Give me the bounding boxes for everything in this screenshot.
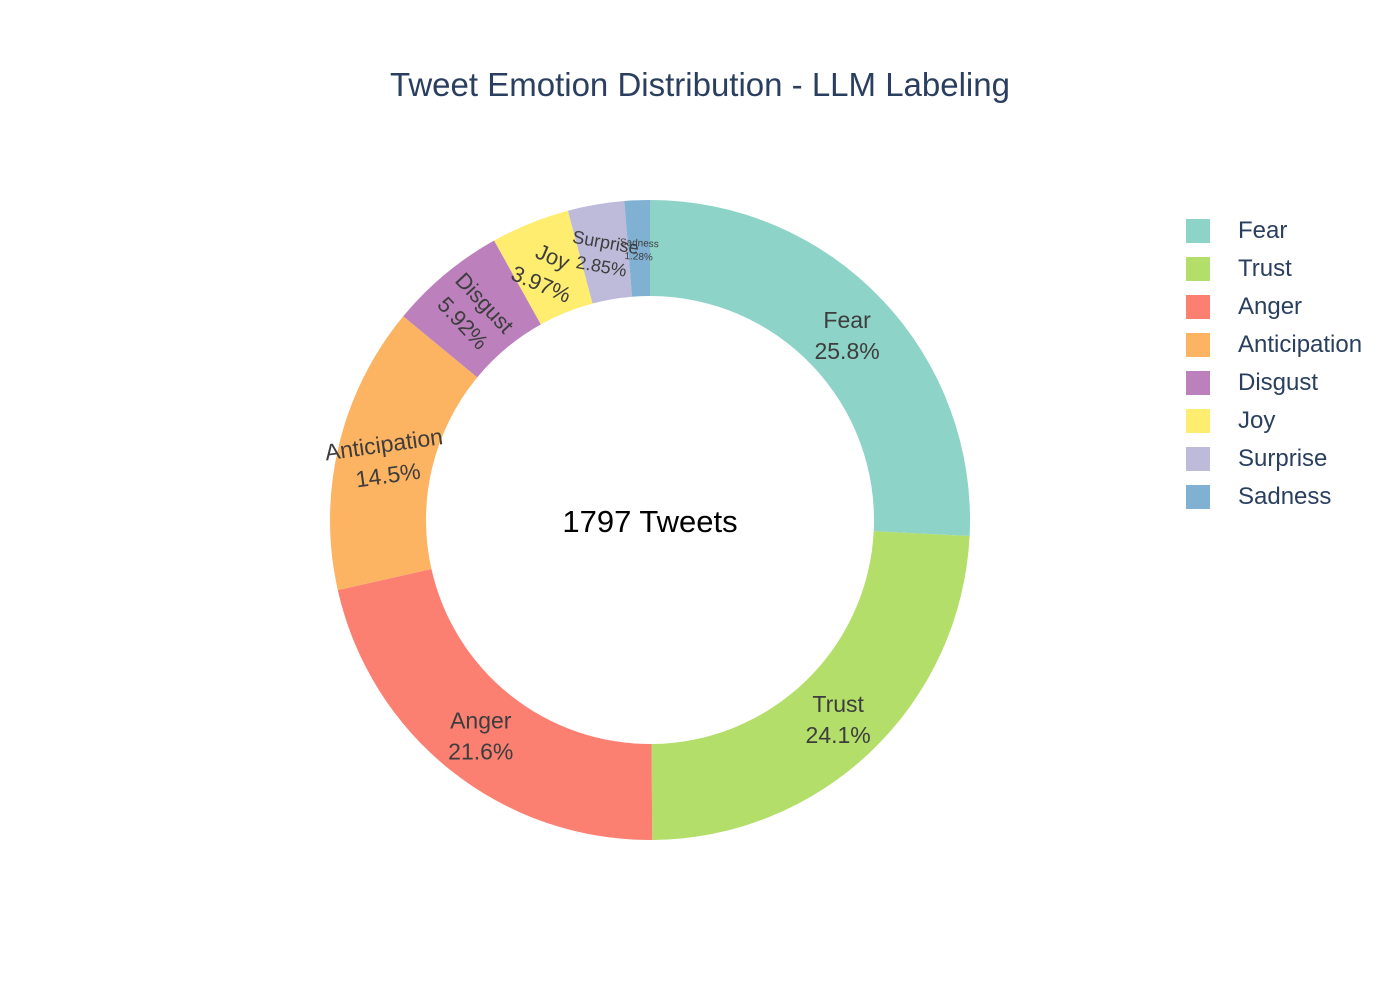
slice-joy[interactable] bbox=[494, 210, 593, 325]
slice-label-trust: Trust 24.1% bbox=[806, 691, 871, 748]
slices-layer bbox=[330, 200, 970, 840]
slice-name-text: Sadness bbox=[620, 237, 659, 250]
legend-label: Sadness bbox=[1238, 483, 1332, 510]
slice-name-text: Fear bbox=[823, 307, 871, 333]
legend-swatch bbox=[1186, 257, 1210, 281]
legend-item-joy[interactable]: Joy bbox=[1186, 402, 1362, 440]
chart-title: Tweet Emotion Distribution - LLM Labelin… bbox=[390, 66, 1010, 103]
slice-anger[interactable] bbox=[337, 569, 653, 840]
slice-label-anger: Anger 21.6% bbox=[448, 707, 513, 764]
legend-swatch bbox=[1186, 447, 1210, 471]
legend-label: Anger bbox=[1238, 293, 1303, 320]
legend-swatch bbox=[1186, 333, 1210, 357]
slice-trust[interactable] bbox=[651, 531, 970, 840]
slice-percent-text: 1.28% bbox=[624, 251, 653, 263]
slice-percent-text: 21.6% bbox=[448, 738, 513, 764]
slice-label-fear: Fear 25.8% bbox=[814, 307, 879, 364]
legend-swatch bbox=[1186, 371, 1210, 395]
slice-percent-text: 25.8% bbox=[814, 338, 879, 364]
legend-label: Joy bbox=[1238, 407, 1276, 434]
legend-item-anger[interactable]: Anger bbox=[1186, 288, 1362, 326]
slice-fear[interactable] bbox=[650, 200, 970, 536]
legend-label: Disgust bbox=[1238, 369, 1319, 396]
center-annotation: 1797 Tweets bbox=[562, 504, 737, 539]
legend-item-anticipation[interactable]: Anticipation bbox=[1186, 326, 1362, 364]
legend-item-surprise[interactable]: Surprise bbox=[1186, 440, 1362, 478]
slice-anticipation[interactable] bbox=[330, 316, 478, 591]
legend-item-disgust[interactable]: Disgust bbox=[1186, 364, 1362, 402]
legend-item-sadness[interactable]: Sadness bbox=[1186, 478, 1362, 516]
slice-percent-text: 24.1% bbox=[806, 722, 871, 748]
legend-label: Trust bbox=[1238, 255, 1292, 282]
legend-swatch bbox=[1186, 219, 1210, 243]
legend-swatch bbox=[1186, 485, 1210, 509]
slice-disgust[interactable] bbox=[403, 240, 541, 378]
legend-item-trust[interactable]: Trust bbox=[1186, 250, 1362, 288]
slice-surprise[interactable] bbox=[567, 201, 633, 304]
legend-label: Fear bbox=[1238, 217, 1288, 244]
legend-item-fear[interactable]: Fear bbox=[1186, 212, 1362, 250]
legend: Fear Trust Anger Anticipation Disgust Joy Surp… bbox=[1186, 212, 1362, 516]
slice-sadness[interactable] bbox=[624, 200, 650, 297]
legend-swatch bbox=[1186, 295, 1210, 319]
slice-name-text: Trust bbox=[812, 691, 864, 717]
legend-label: Surprise bbox=[1238, 445, 1328, 472]
legend-label: Anticipation bbox=[1238, 331, 1363, 358]
legend-swatch bbox=[1186, 409, 1210, 433]
slice-name-text: Anger bbox=[450, 707, 512, 733]
